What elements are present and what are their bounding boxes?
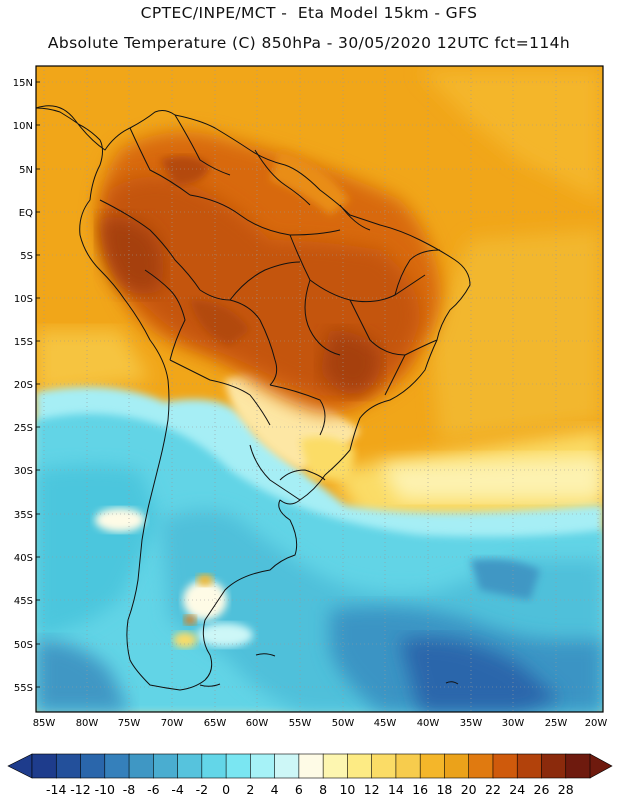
- colorbar-label: 6: [295, 782, 303, 797]
- colorbar-label: -6: [147, 782, 160, 797]
- colorbar-swatch: [31, 753, 57, 779]
- lon-label: 60W: [246, 718, 269, 729]
- colorbar-swatch: [250, 753, 276, 779]
- lat-label: 35S: [14, 510, 33, 521]
- colorbar-label: 4: [271, 782, 279, 797]
- colorbar-swatch: [177, 753, 203, 779]
- lon-label: 40W: [417, 718, 440, 729]
- lat-label: 5N: [19, 165, 33, 176]
- colorbar-label: 8: [319, 782, 327, 797]
- colorbar-label: -2: [196, 782, 208, 797]
- temperature-field: [36, 66, 603, 712]
- colorbar-label: 26: [534, 782, 550, 797]
- lon-label: 20W: [585, 718, 608, 729]
- colorbar-swatch: [55, 753, 82, 779]
- map-frame: [35, 65, 604, 713]
- lon-label: 65W: [204, 718, 227, 729]
- lat-label: EQ: [19, 208, 33, 219]
- colorbar-swatch: [444, 753, 470, 779]
- lat-label: 30S: [14, 466, 33, 477]
- lon-label: 45W: [374, 718, 397, 729]
- map-title: CPTEC/INPE/MCT - Eta Model 15km - GFS: [140, 4, 478, 22]
- colorbar: -14 -12 -10 -8 -6 -4 -2 0 2 4 6 8 10 12 14 16 18 20 22 24 26…: [7, 753, 613, 797]
- lat-label: 55S: [14, 683, 33, 694]
- lon-label: 35W: [460, 718, 483, 729]
- colorbar-label: -8: [123, 782, 136, 797]
- lat-label: 15S: [14, 337, 33, 348]
- colorbar-label: 18: [436, 782, 452, 797]
- colorbar-label: -10: [95, 782, 115, 797]
- colorbar-label: -4: [171, 782, 184, 797]
- colorbar-swatch: [565, 753, 591, 779]
- graticule: [36, 66, 603, 712]
- colorbar-swatch: [298, 753, 324, 779]
- colorbar-swatch: [104, 753, 130, 779]
- lon-label: 25W: [545, 718, 568, 729]
- colorbar-label: -12: [70, 782, 90, 797]
- lat-label: 10S: [14, 294, 33, 305]
- colorbar-swatch: [516, 753, 543, 779]
- lon-label: 30W: [502, 718, 525, 729]
- colorbar-label: -14: [46, 782, 66, 797]
- colorbar-swatch: [492, 753, 518, 779]
- colorbar-label: 0: [222, 782, 230, 797]
- colorbar-swatch: [274, 753, 300, 779]
- colorbar-label: 2: [246, 782, 254, 797]
- axis-ticks: [36, 81, 40, 688]
- coastlines: [36, 105, 471, 691]
- lat-label: 20S: [14, 380, 33, 391]
- colorbar-swatch: [80, 753, 106, 779]
- lat-label: 10N: [13, 121, 33, 132]
- lat-label: 5S: [20, 251, 33, 262]
- colorbar-label: 24: [509, 782, 525, 797]
- lon-label: 80W: [76, 718, 99, 729]
- colorbar-swatch: [395, 753, 421, 779]
- colorbar-label: 22: [485, 782, 501, 797]
- lon-label: 85W: [33, 718, 56, 729]
- colorbar-swatch: [225, 753, 251, 779]
- lon-label: 75W: [118, 718, 141, 729]
- colorbar-label: 28: [558, 782, 574, 797]
- colorbar-swatch: [541, 753, 567, 779]
- lat-label: 50S: [14, 640, 33, 651]
- colorbar-arrow-low: [7, 753, 33, 779]
- colorbar-swatch: [468, 753, 494, 779]
- lat-label: 40S: [14, 553, 33, 564]
- map-subtitle: Absolute Temperature (C) 850hPa - 30/05/…: [47, 34, 571, 52]
- lat-label: 45S: [14, 596, 33, 607]
- longitude-labels: 85W 80W 75W 70W 65W 60W 55W 50W 45W 40W …: [33, 718, 608, 729]
- colorbar-swatch: [128, 753, 154, 779]
- colorbar-label: 12: [364, 782, 380, 797]
- colorbar-swatch: [201, 753, 227, 779]
- colorbar-swatch: [347, 753, 373, 779]
- lon-label: 55W: [289, 718, 312, 729]
- lat-label: 15N: [13, 78, 33, 89]
- colorbar-label: 14: [388, 782, 404, 797]
- lon-label: 70W: [161, 718, 184, 729]
- colorbar-swatch: [419, 753, 446, 779]
- colorbar-swatch: [153, 753, 179, 779]
- latitude-labels: 15N 10N 5N EQ 5S 10S 15S 20S 25S 30S 35S…: [13, 78, 33, 694]
- colorbar-label: 20: [461, 782, 477, 797]
- colorbar-label: 10: [339, 782, 355, 797]
- colorbar-swatch: [371, 753, 397, 779]
- colorbar-label: 16: [412, 782, 428, 797]
- lon-label: 50W: [332, 718, 355, 729]
- colorbar-swatch: [322, 753, 348, 779]
- lat-label: 25S: [14, 423, 33, 434]
- colorbar-arrow-high: [589, 753, 613, 779]
